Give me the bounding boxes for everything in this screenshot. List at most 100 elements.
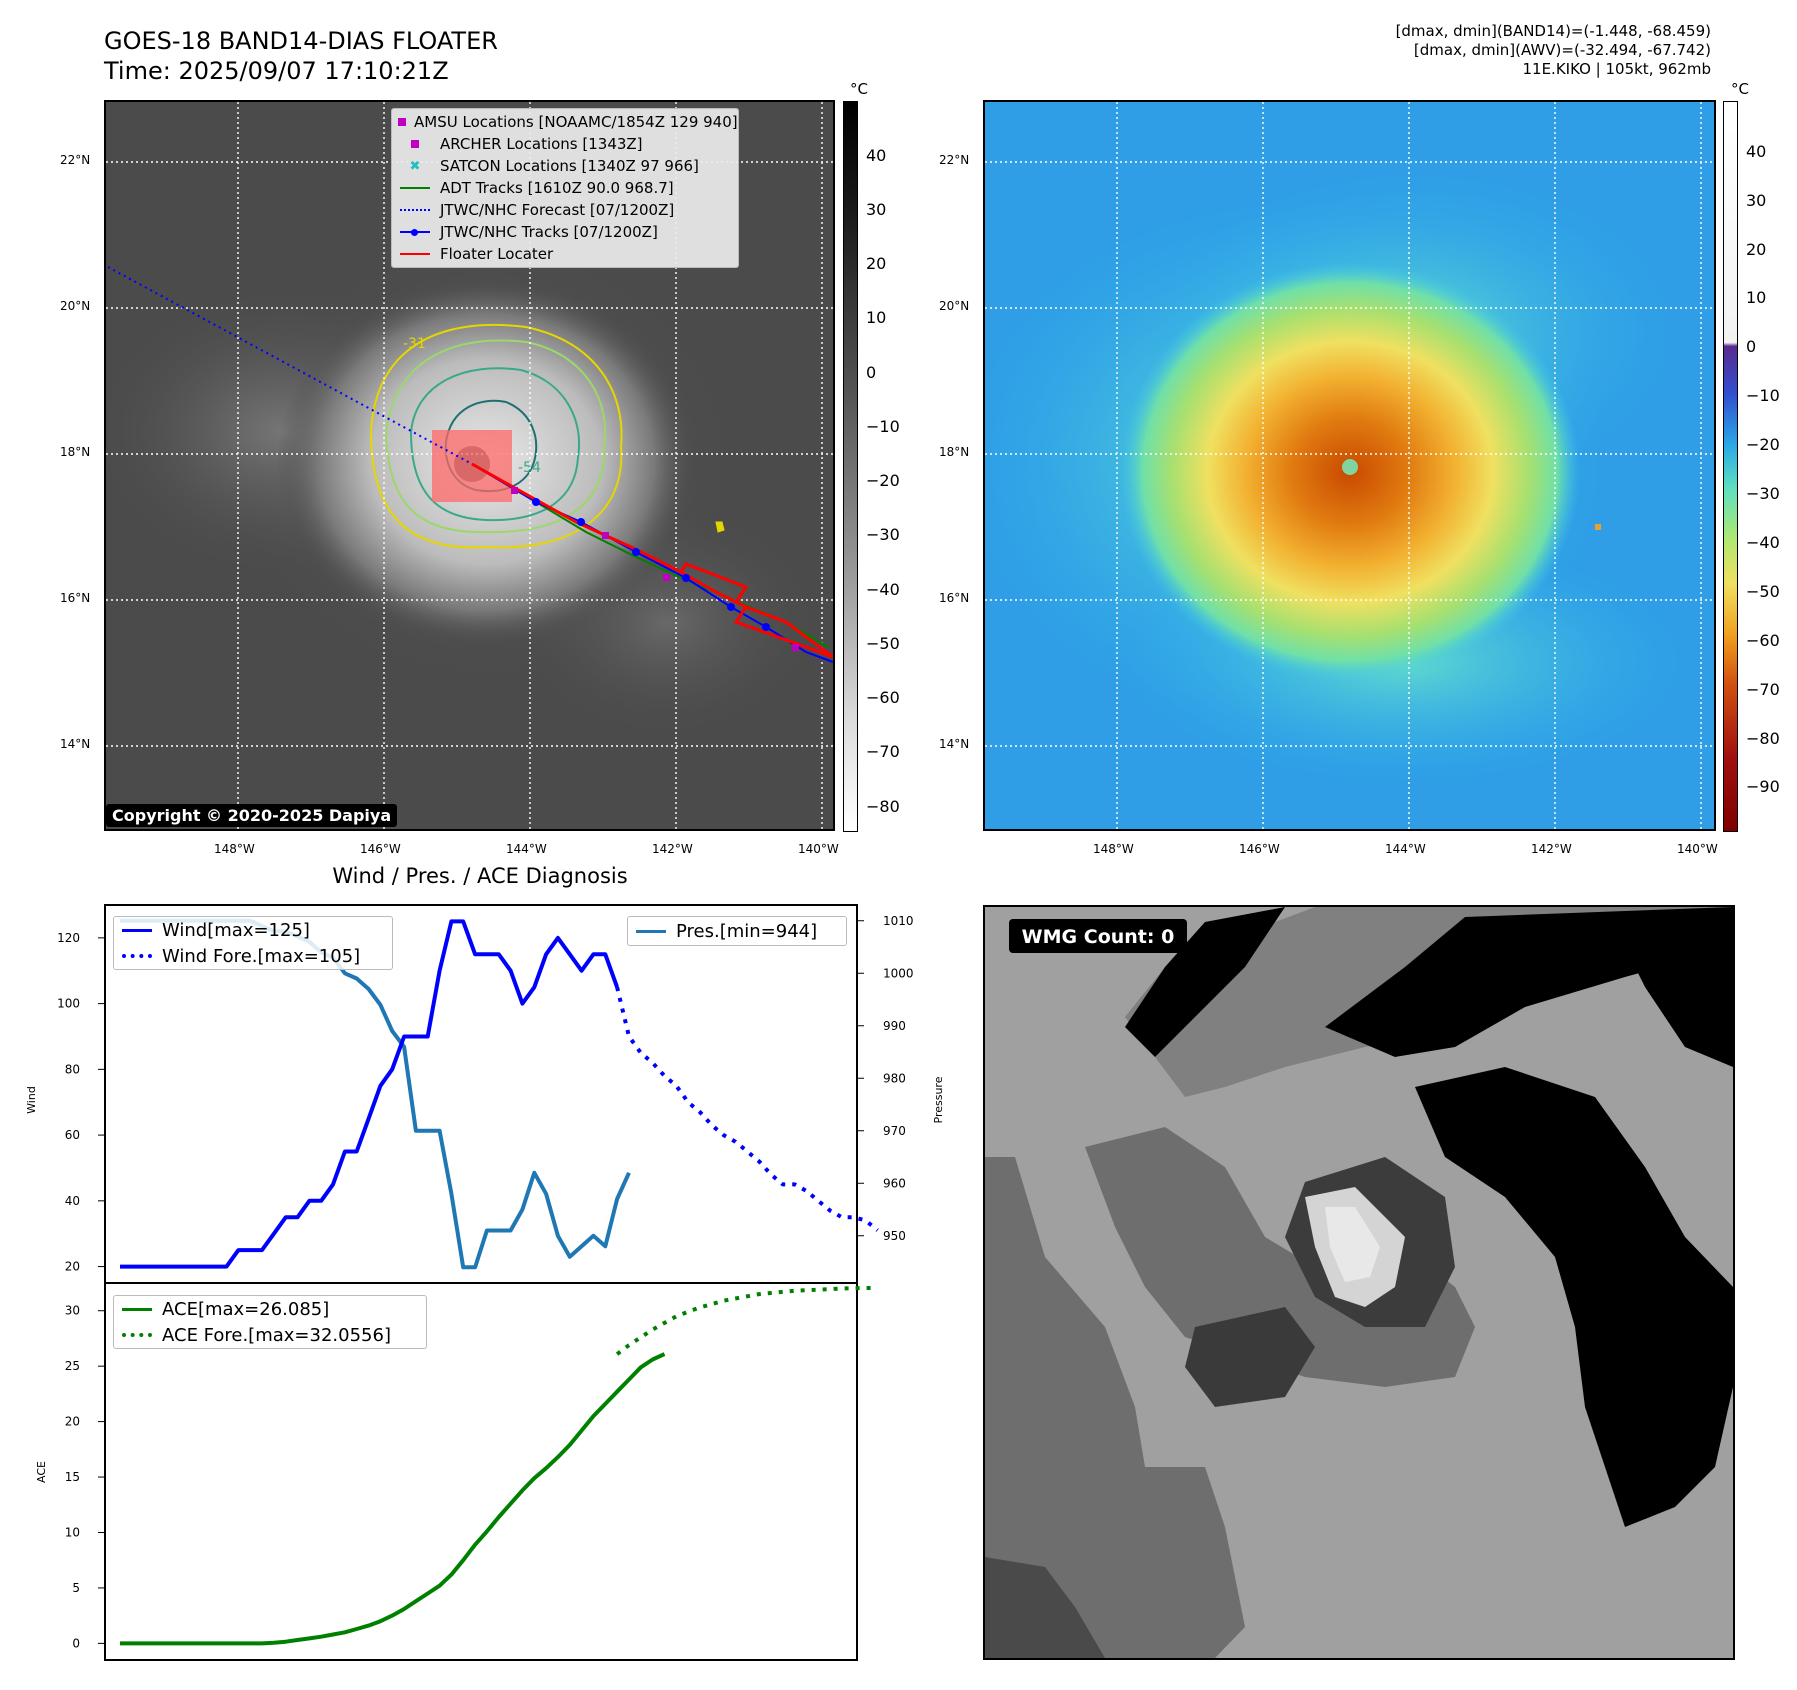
ir-cb-tick: −30 (866, 525, 900, 544)
legend-item-satcon: ✖ SATCON Locations [1340Z 97 966] (392, 155, 738, 177)
storm-info: 11E.KIKO | 105kt, 962mb (1522, 60, 1711, 78)
wv-lat-label-18: 18°N (939, 445, 970, 459)
ir-cb-tick: 30 (866, 200, 887, 219)
square-marker-icon (398, 115, 406, 129)
ace-series-line (120, 1352, 666, 1646)
wind-tick-label: 40 (65, 1194, 80, 1208)
lon-label-142: 142°W (652, 842, 693, 856)
legend-label-amsu: AMSU Locations [NOAAMC/1854Z 129 940] (414, 113, 738, 131)
dmax-dmin-awv: [dmax, dmin](AWV)=(-32.494, -67.742) (1413, 41, 1711, 59)
lon-label-144: 144°W (506, 842, 547, 856)
wind-axis-label: Wind (25, 1086, 38, 1114)
wv-lon-label-146: 146°W (1239, 842, 1280, 856)
jtwc-track-points (532, 498, 770, 631)
wv-colorbar-unit: °C (1731, 80, 1749, 98)
wmg-count-label: WMG Count: 0 (1022, 926, 1175, 948)
wv-lon-label-148: 148°W (1093, 842, 1134, 856)
ir-cb-tick: −40 (866, 580, 900, 599)
dotted-line-icon (398, 203, 432, 217)
ace-tick-label: 30 (65, 1304, 80, 1318)
wv-cb-tick: 0 (1746, 337, 1757, 356)
legend-label-floater: Floater Locater (440, 245, 554, 263)
ir-cb-tick: 0 (866, 363, 877, 382)
wv-cb-tick: 30 (1746, 191, 1767, 210)
lon-label-140: 140°W (798, 842, 839, 856)
legend-item-floater: Floater Locater (392, 243, 738, 265)
pressure-tick-label: 990 (883, 1019, 906, 1033)
wv-cb-tick: −70 (1746, 680, 1780, 699)
wv-cb-tick: −50 (1746, 582, 1780, 601)
ace-axis-label: ACE (35, 1461, 48, 1483)
legend-label-forecast: JTWC/NHC Forecast [07/1200Z] (440, 201, 675, 219)
ir-cb-tick: −80 (866, 797, 900, 816)
dotted-line-icon (120, 1328, 154, 1342)
legend-label-wind-fore: Wind Fore.[max=105] (162, 945, 361, 967)
wv-satellite-image (985, 102, 1714, 829)
ir-cb-tick: −70 (866, 742, 900, 761)
pressure-series-line (120, 918, 631, 1270)
pressure-tick-label: 1010 (883, 914, 914, 928)
floater-locater-track (471, 462, 833, 659)
wind-series-line (120, 919, 619, 1269)
copyright-badge: Copyright © 2020-2025 Dapiya (106, 804, 398, 827)
dotted-line-icon (120, 949, 154, 963)
ir-map-panel: -31 -54 AMSU Locations [NOA (104, 100, 835, 831)
lon-label-146: 146°W (360, 842, 401, 856)
wv-cb-tick: −60 (1746, 631, 1780, 650)
legend-label-archer: ARCHER Locations [1343Z] (440, 135, 643, 153)
lat-label-16: 16°N (60, 591, 91, 605)
solid-line-icon (398, 181, 432, 195)
diagnosis-title: Wind / Pres. / ACE Diagnosis (332, 864, 628, 888)
pressure-tick-label: 1000 (883, 966, 914, 980)
lon-label-148: 148°W (214, 842, 255, 856)
pressure-tick-label: 960 (883, 1176, 906, 1190)
wv-cb-tick: −10 (1746, 386, 1780, 405)
legend-label-pressure: Pres.[min=944] (676, 920, 818, 942)
ir-cb-tick: −50 (866, 634, 900, 653)
line-dot-icon (398, 225, 432, 239)
amsu-archer-points (511, 487, 799, 651)
legend-item-ace-fore: ACE Fore.[max=32.0556] (114, 1322, 426, 1348)
lat-label-18: 18°N (60, 445, 91, 459)
ir-colorbar (843, 101, 858, 832)
contour-label-31: -31 (403, 336, 426, 352)
diagnosis-chart: 1201008060402010101000990980970960950302… (25, 904, 945, 1661)
pressure-legend: Pres.[min=944] (627, 916, 847, 946)
wind-tick-label: 20 (65, 1260, 80, 1274)
wv-lat-label-20: 20°N (939, 299, 970, 313)
dmax-dmin-band14: [dmax, dmin](BAND14)=(-1.448, -68.459) (1395, 22, 1711, 40)
solid-line-icon (398, 247, 432, 261)
wv-map-panel (983, 100, 1716, 831)
pressure-tick-label: 980 (883, 1071, 906, 1085)
legend-label-wind: Wind[max=125] (162, 919, 310, 941)
wv-lat-label-22: 22°N (939, 153, 970, 167)
pressure-tick-label: 970 (883, 1124, 906, 1138)
map-legend: AMSU Locations [NOAAMC/1854Z 129 940] AR… (391, 108, 739, 268)
wv-lon-label-142: 142°W (1531, 842, 1572, 856)
lat-label-14: 14°N (60, 737, 91, 751)
ace-tick-label: 5 (72, 1581, 80, 1595)
ace-tick-label: 25 (65, 1359, 80, 1373)
wmg-panel: WMG Count: 0 (983, 905, 1735, 1660)
wv-gridlines (985, 102, 1714, 829)
wmg-image: WMG Count: 0 (985, 907, 1733, 1658)
legend-item-ace: ACE[max=26.085] (114, 1296, 426, 1322)
ir-cb-tick: −60 (866, 688, 900, 707)
legend-item-wind: Wind[max=125] (114, 917, 392, 943)
legend-item-amsu: AMSU Locations [NOAAMC/1854Z 129 940] (392, 111, 738, 133)
wv-lon-label-140: 140°W (1677, 842, 1718, 856)
ir-cb-tick: 20 (866, 254, 887, 273)
wv-lat-label-14: 14°N (939, 737, 970, 751)
lat-label-22: 22°N (60, 153, 91, 167)
figure-subtitle: [dmax, dmin](BAND14)=(-1.448, -68.459) [… (1396, 22, 1711, 79)
figure-title: GOES-18 BAND14-DIAS FLOATER Time: 2025/0… (104, 26, 498, 86)
floater-box (432, 430, 512, 502)
square-marker-icon (398, 137, 432, 151)
legend-item-adt: ADT Tracks [1610Z 90.0 968.7] (392, 177, 738, 199)
wind-tick-label: 120 (57, 931, 80, 945)
ir-cb-tick: 40 (866, 146, 887, 165)
ace-forecast-series-line (615, 1285, 878, 1356)
wind-tick-label: 60 (65, 1128, 80, 1142)
solid-line-icon (120, 1302, 154, 1316)
legend-label-ace: ACE[max=26.085] (162, 1298, 330, 1320)
